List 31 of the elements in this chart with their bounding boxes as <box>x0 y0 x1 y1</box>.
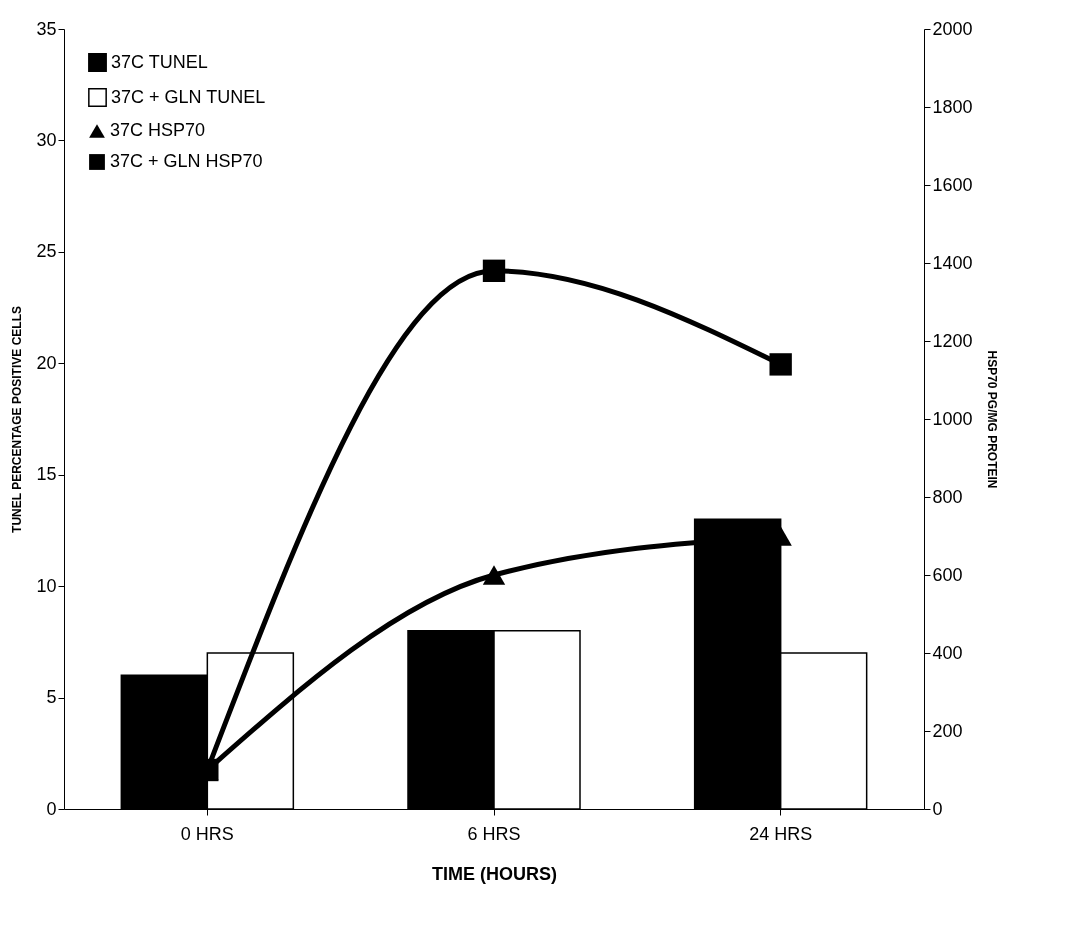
y2-axis-title: HSP70 PG/MG PROTEIN <box>984 350 999 489</box>
y-axis-title: TUNEL PERCENTAGE POSITIVE CELLS <box>10 306 25 533</box>
y2-tick-label: 800 <box>932 486 963 507</box>
y-tick-label: 20 <box>36 352 57 373</box>
y-tick-label: 10 <box>36 575 57 596</box>
y2-tick-label: 1600 <box>932 174 973 195</box>
x-tick-label: 0 HRS <box>180 823 234 844</box>
y-tick-label: 30 <box>36 129 57 150</box>
legend-label: 37C TUNEL <box>111 51 208 72</box>
y2-tick-label: 400 <box>932 642 963 663</box>
point <box>482 259 506 282</box>
y-tick-label: 0 <box>46 798 57 819</box>
x-tick-label: 24 HRS <box>749 823 813 844</box>
y-tick-label: 15 <box>36 464 57 485</box>
y-tick-label: 25 <box>36 241 57 262</box>
y2-tick-label: 2000 <box>932 18 973 39</box>
y2-tick-label: 1200 <box>932 330 973 351</box>
y2-tick-label: 600 <box>932 564 963 585</box>
legend-label: 37C + GLN HSP70 <box>110 151 263 171</box>
y2-tick-label: 1000 <box>932 408 973 429</box>
x-tick-label: 6 HRS <box>467 823 521 844</box>
y2-tick-label: 200 <box>932 720 963 741</box>
y-tick-label: 35 <box>36 18 57 39</box>
y2-tick-label: 0 <box>932 798 943 819</box>
y2-tick-label: 1800 <box>932 96 973 117</box>
x-axis-title: TIME (HOURS) <box>432 863 557 884</box>
y-tick-label: 5 <box>46 687 57 708</box>
legend-label: 37C + GLN TUNEL <box>111 86 266 107</box>
point <box>769 353 792 376</box>
y2-tick-label: 1400 <box>932 252 973 273</box>
legend-label: 37C HSP70 <box>110 120 206 140</box>
